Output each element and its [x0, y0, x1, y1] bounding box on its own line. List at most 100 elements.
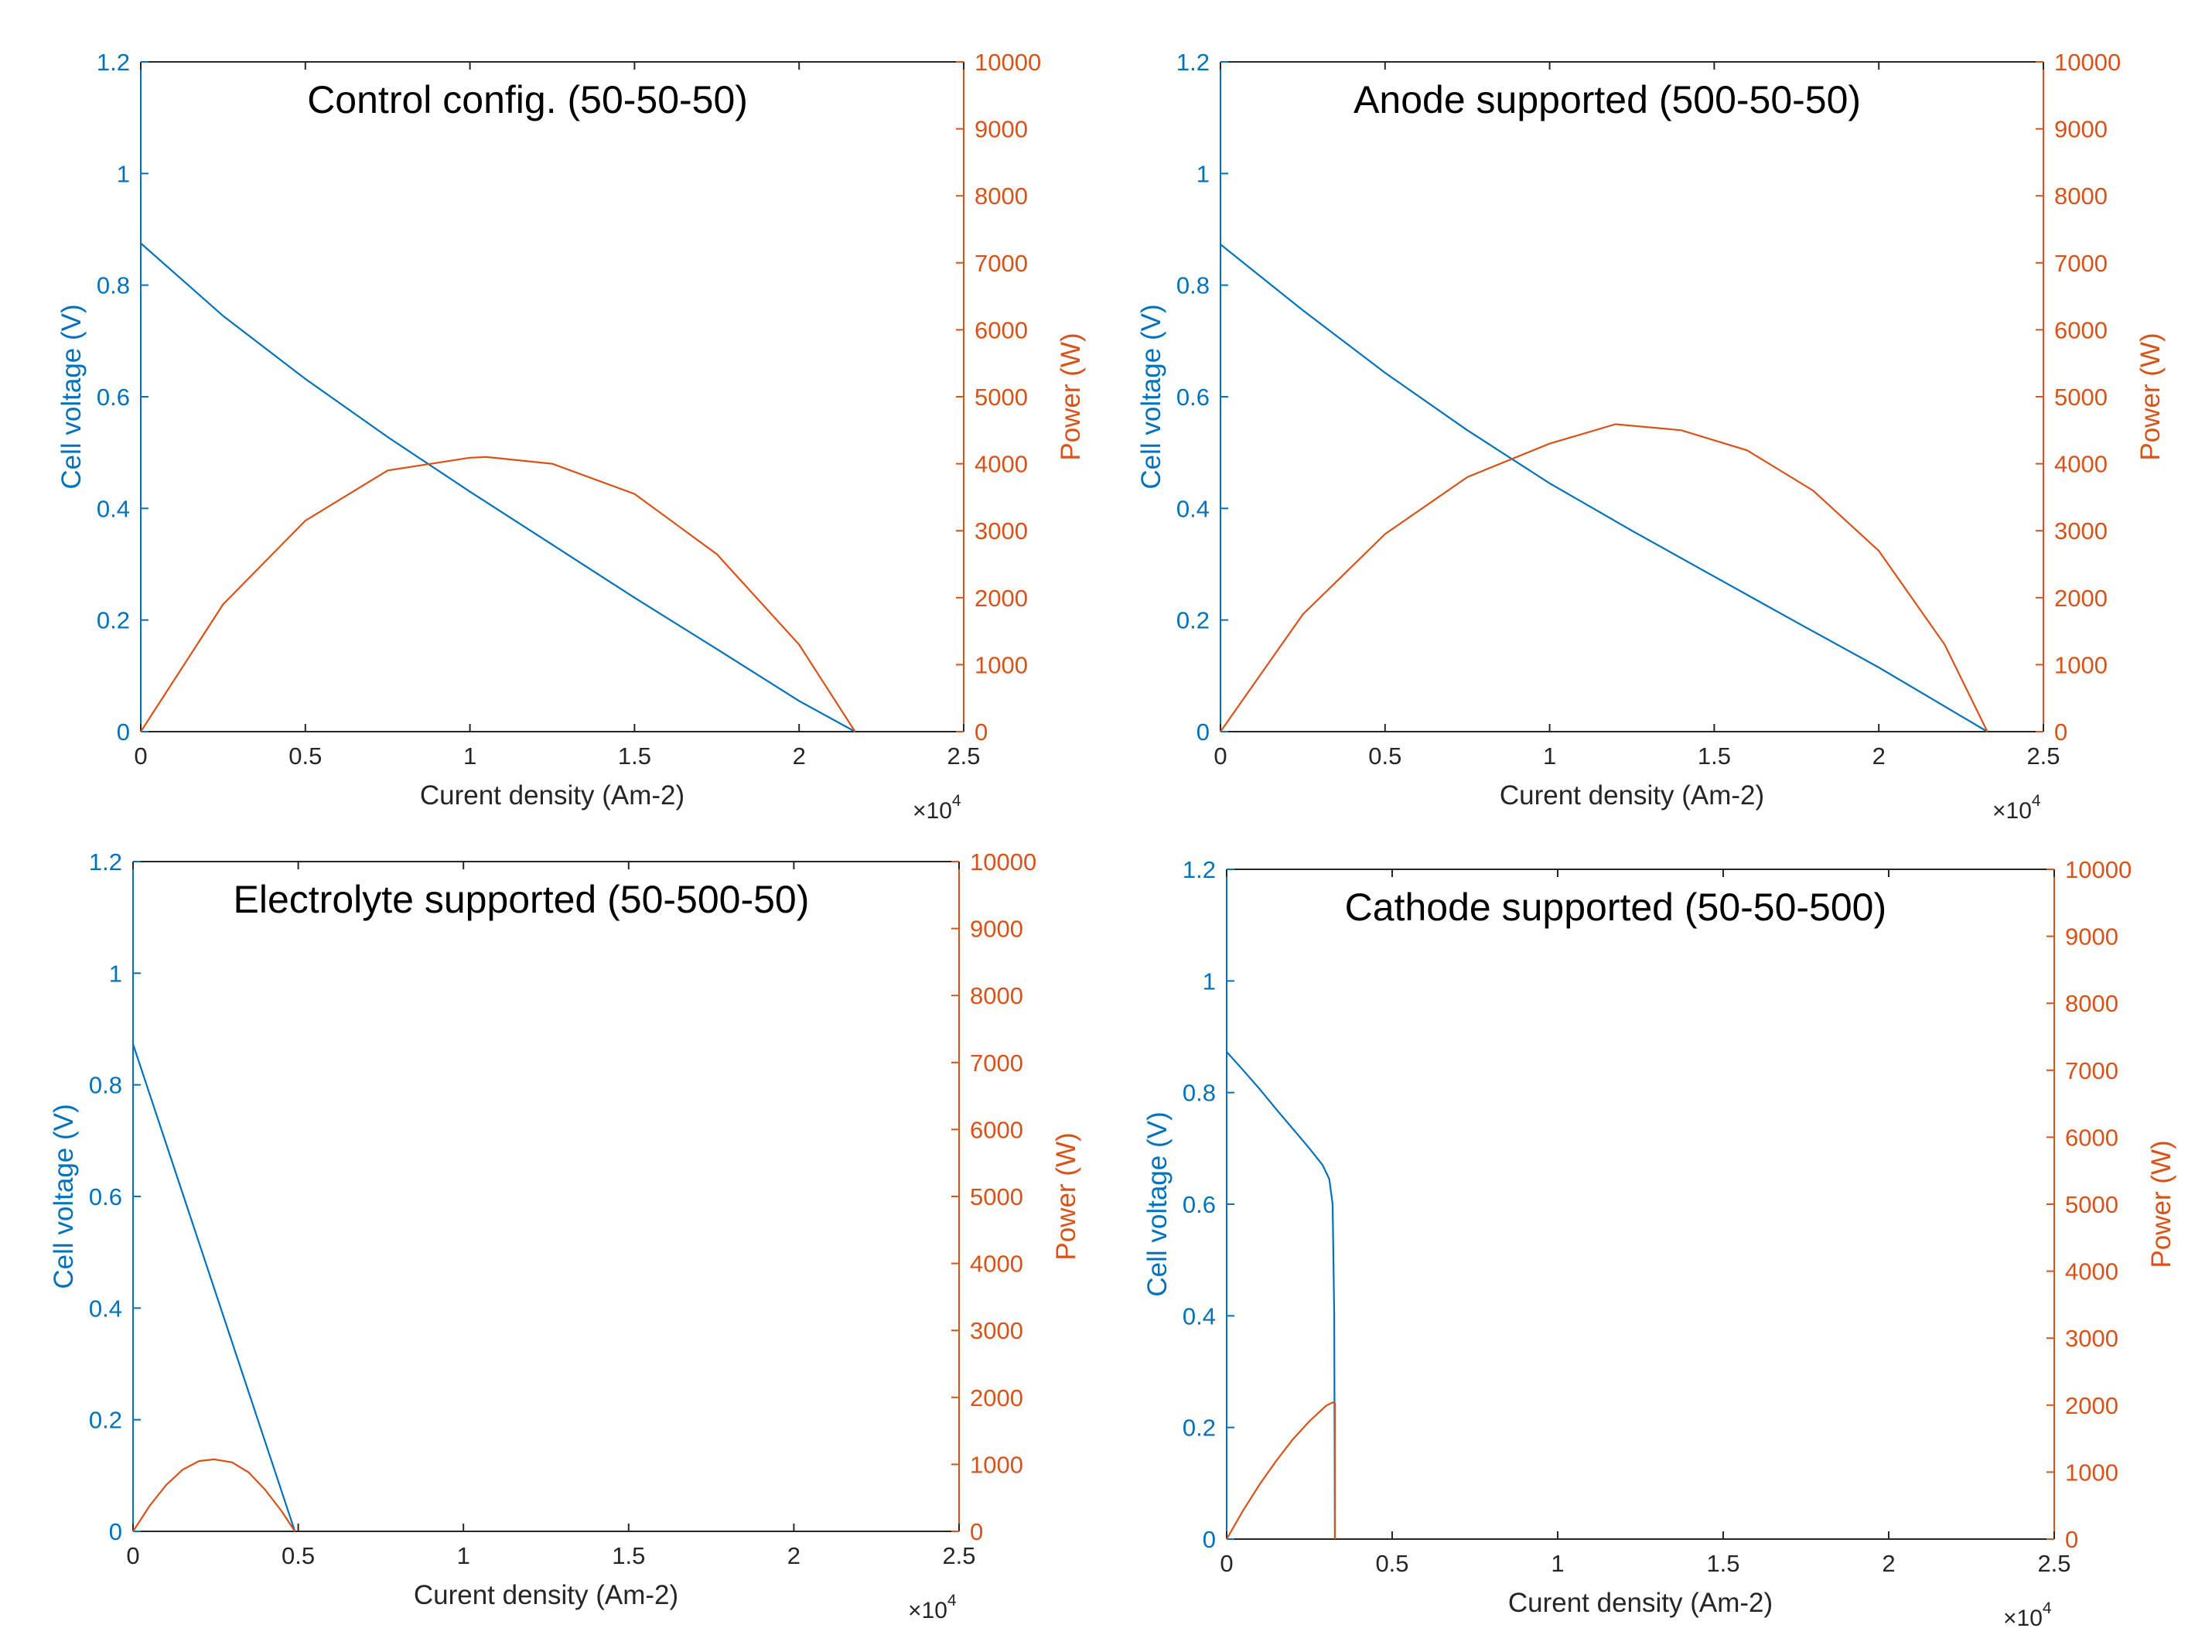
left-y-tick-label: 0: [1203, 1526, 1216, 1553]
left-y-tick-label: 1.2: [1176, 49, 1210, 76]
x-axis-exponent-base: ×10: [2003, 1606, 2043, 1631]
x-axis-exponent-power: 4: [952, 792, 961, 810]
x-tick-label: 2: [1882, 1550, 1895, 1577]
power-series-line: [1220, 423, 1988, 732]
left-y-tick-label: 0.2: [97, 607, 130, 634]
x-axis-exponent-base: ×10: [908, 1598, 947, 1623]
right-y-tick-label: 8000: [975, 183, 1028, 210]
x-axis-exponent-power: 4: [2032, 792, 2041, 810]
left-y-tick-label: 0.4: [89, 1295, 122, 1322]
voltage-series-line: [131, 1043, 296, 1532]
x-axis-label: Curent density (Am-2): [1500, 780, 1764, 811]
chart-panel-4: 0 0.5 1 1.5 2 2.500.20.40.60.811.201000200030…: [1142, 856, 2176, 1631]
right-y-axis-label: Power (W): [2146, 1140, 2176, 1268]
right-y-tick-label: 1000: [975, 651, 1028, 678]
left-y-tick-label: 0.2: [1176, 607, 1210, 634]
left-y-tick-label: 0.6: [89, 1183, 122, 1210]
right-y-tick-label: 5000: [975, 384, 1028, 411]
left-y-tick-label: 0.8: [97, 272, 130, 299]
x-axis-exponent: ×104: [908, 1592, 957, 1623]
panel-title: Cathode supported (50-50-500): [1345, 886, 1886, 929]
right-y-axis-label: Power (W): [1051, 1132, 1081, 1260]
x-axis-exponent-base: ×10: [913, 798, 952, 824]
right-y-axis-label: Power (W): [1056, 333, 1086, 460]
right-y-tick-label: 4000: [2065, 1258, 2118, 1285]
left-y-tick-label: 0.6: [1183, 1191, 1216, 1218]
x-axis-exponent: ×104: [2003, 1599, 2052, 1631]
chart-panel-1: 0 0.5 1 1.5 2 2.500.20.40.60.811.201000200030…: [56, 49, 1086, 824]
right-y-tick-label: 2000: [2054, 585, 2108, 612]
x-tick-label: 1: [463, 742, 476, 770]
x-tick-label: 2.5: [2037, 1550, 2070, 1577]
left-y-tick-label: 0.4: [1183, 1302, 1216, 1329]
x-tick-label: 2: [787, 1542, 800, 1569]
x-tick-label: 1.5: [1698, 742, 1731, 770]
right-y-tick-label: 0: [2054, 718, 2067, 746]
right-y-tick-label: 9000: [970, 916, 1023, 943]
right-y-tick-label: 8000: [970, 982, 1023, 1009]
right-y-axis-label: Power (W): [2135, 333, 2166, 460]
right-y-tick-label: 5000: [970, 1183, 1023, 1210]
left-y-axis-label: Cell voltage (V): [49, 1104, 79, 1288]
right-y-tick-label: 3000: [2065, 1325, 2118, 1352]
right-y-tick-label: 10000: [975, 49, 1041, 76]
x-tick-label: 2: [1872, 742, 1886, 770]
panel-title: Control config. (50-50-50): [307, 78, 748, 121]
x-tick-label: 1: [1551, 1550, 1564, 1577]
x-tick-label: 0.5: [282, 1542, 315, 1569]
left-y-tick-label: 0.2: [89, 1407, 122, 1434]
right-y-tick-label: 0: [970, 1518, 983, 1545]
x-tick-label: 1: [457, 1542, 470, 1569]
power-series-line: [132, 1458, 296, 1532]
x-axis-exponent-power: 4: [947, 1592, 957, 1609]
voltage-series-line: [1226, 1051, 1336, 1540]
power-series-line: [1226, 1401, 1336, 1540]
left-y-tick-label: 0.2: [1183, 1415, 1216, 1442]
right-y-tick-label: 1000: [970, 1451, 1023, 1478]
right-y-tick-label: 6000: [2065, 1124, 2118, 1151]
left-y-tick-label: 1.2: [89, 848, 122, 875]
x-tick-label: 1.5: [612, 1542, 645, 1569]
panel-title: Anode supported (500-50-50): [1353, 78, 1861, 121]
x-axis-label: Curent density (Am-2): [1508, 1588, 1773, 1618]
left-y-tick-label: 0: [109, 1518, 122, 1545]
right-y-tick-label: 5000: [2054, 384, 2108, 411]
voltage-series-line: [1220, 244, 1988, 732]
x-tick-label: 2.5: [2026, 742, 2060, 770]
left-y-tick-label: 0.8: [1176, 272, 1210, 299]
left-y-tick-label: 1.2: [97, 49, 130, 76]
x-tick-label: 2.5: [947, 742, 980, 770]
x-tick-label: 1: [1543, 742, 1556, 770]
left-y-tick-label: 0.4: [1176, 495, 1210, 522]
right-y-tick-label: 1000: [2065, 1459, 2118, 1486]
right-y-tick-label: 7000: [970, 1050, 1023, 1077]
right-y-tick-label: 8000: [2065, 990, 2118, 1017]
right-y-tick-label: 6000: [2054, 316, 2108, 343]
right-y-tick-label: 0: [975, 718, 988, 746]
right-y-tick-label: 8000: [2054, 183, 2108, 210]
chart-panel-3: 0 0.5 1 1.5 2 2.500.20.40.60.811.201000200030…: [49, 848, 1081, 1623]
right-y-tick-label: 3000: [970, 1317, 1023, 1344]
left-y-tick-label: 1: [1196, 160, 1210, 187]
x-axis-exponent-power: 4: [2043, 1599, 2052, 1617]
x-tick-label: 0.5: [1375, 1550, 1408, 1577]
x-tick-label: 0: [134, 742, 147, 770]
right-y-tick-label: 7000: [2054, 250, 2108, 277]
right-y-tick-label: 4000: [2054, 451, 2108, 478]
x-tick-label: 1.5: [1706, 1550, 1739, 1577]
left-y-tick-label: 1: [109, 960, 122, 987]
right-y-tick-label: 10000: [970, 848, 1036, 875]
left-y-tick-label: 0: [117, 718, 130, 746]
left-y-axis-label: Cell voltage (V): [56, 304, 87, 489]
right-y-tick-label: 9000: [2065, 923, 2118, 951]
x-tick-label: 0: [126, 1542, 139, 1569]
right-y-tick-label: 2000: [970, 1384, 1023, 1411]
left-y-tick-label: 0.6: [1176, 384, 1210, 411]
right-y-tick-label: 0: [2065, 1526, 2078, 1553]
right-y-tick-label: 7000: [975, 250, 1028, 277]
x-axis-label: Curent density (Am-2): [414, 1580, 678, 1610]
left-y-tick-label: 1: [117, 160, 130, 187]
right-y-tick-label: 9000: [975, 116, 1028, 143]
left-y-tick-label: 0.8: [89, 1072, 122, 1099]
